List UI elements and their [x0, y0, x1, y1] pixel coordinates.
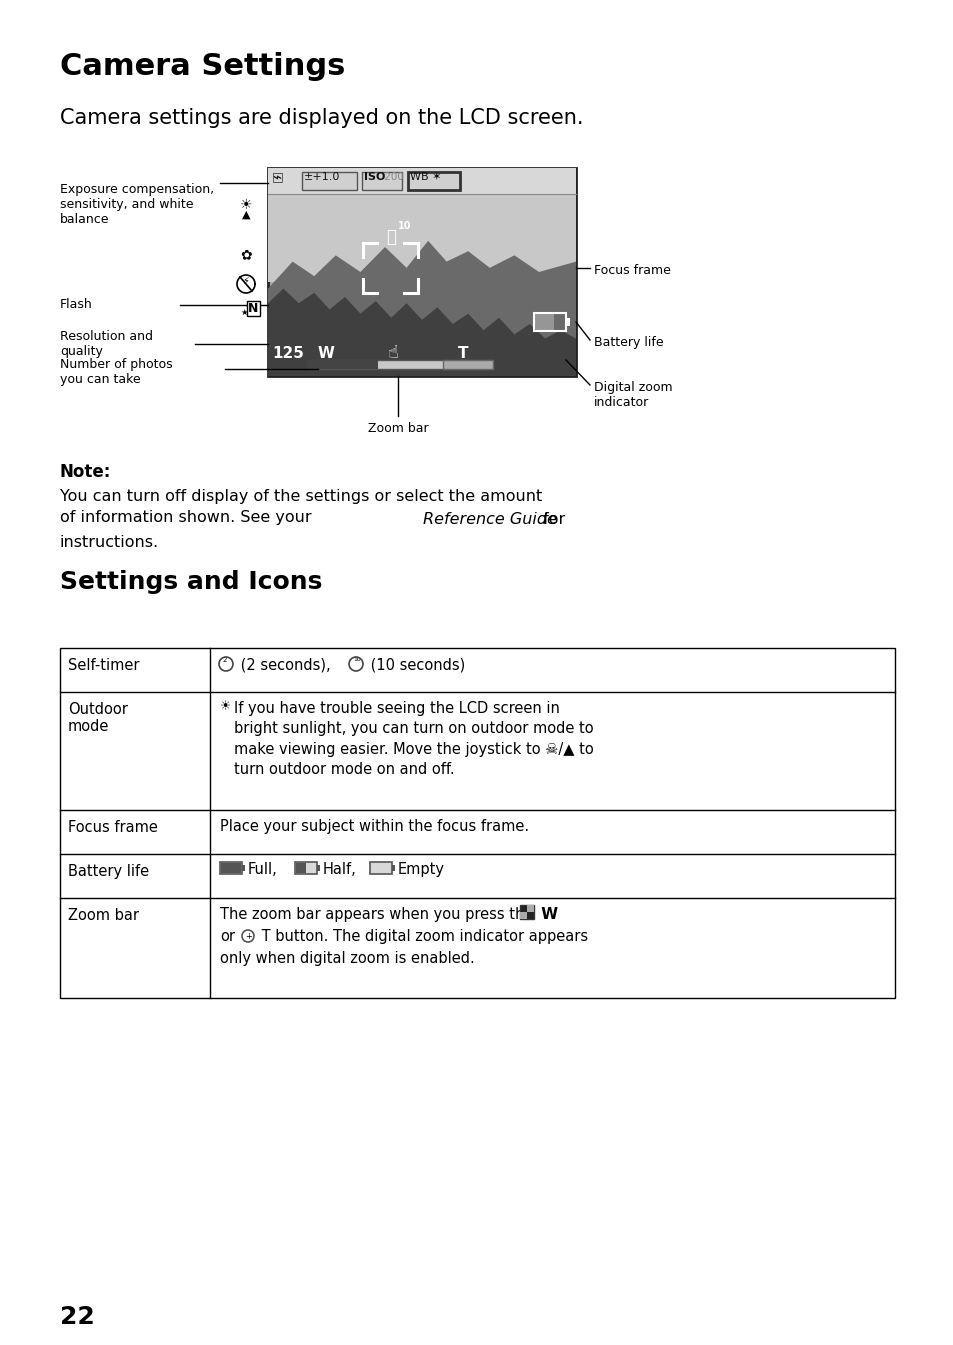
Text: (2 seconds),: (2 seconds),: [235, 656, 331, 672]
Bar: [408, 172, 459, 190]
Text: ✿: ✿: [240, 247, 252, 262]
Text: The zoom bar appears when you press the: The zoom bar appears when you press the: [220, 907, 533, 923]
Bar: [60, 648, 894, 998]
Text: Outdoor
mode: Outdoor mode: [68, 702, 128, 734]
Bar: [268, 168, 576, 377]
Text: Battery life: Battery life: [68, 863, 149, 880]
Text: Self-timer: Self-timer: [68, 658, 139, 672]
Text: ⌁: ⌁: [272, 169, 281, 186]
Bar: [268, 168, 576, 194]
Text: 125: 125: [272, 346, 304, 360]
Text: ☀: ☀: [239, 198, 252, 213]
Text: Number of photos
you can take: Number of photos you can take: [60, 358, 172, 386]
Text: T: T: [457, 346, 468, 360]
Bar: [535, 313, 554, 330]
Text: ⚡: ⚡: [242, 276, 249, 286]
Text: for: for: [537, 512, 565, 527]
Text: WB ✶: WB ✶: [410, 172, 441, 182]
Text: □: □: [272, 169, 283, 183]
Text: Focus frame: Focus frame: [68, 820, 157, 835]
Bar: [302, 172, 356, 190]
Text: Exposure compensation,
sensitivity, and white
balance: Exposure compensation, sensitivity, and …: [60, 183, 213, 226]
Text: ☀: ☀: [220, 699, 231, 713]
Text: Digital zoom
indicator: Digital zoom indicator: [594, 381, 672, 409]
Bar: [220, 862, 242, 874]
Text: If you have trouble seeing the LCD screen in
bright sunlight, you can turn on ou: If you have trouble seeing the LCD scree…: [233, 701, 593, 777]
Text: ±+1.0: ±+1.0: [304, 172, 340, 182]
Bar: [308, 360, 493, 369]
Bar: [519, 912, 526, 919]
Text: ⏱: ⏱: [386, 229, 395, 246]
Text: 2: 2: [223, 656, 227, 663]
Text: W: W: [536, 907, 558, 923]
Polygon shape: [268, 241, 576, 377]
Bar: [442, 360, 493, 369]
Text: ★★: ★★: [240, 308, 254, 317]
Text: N: N: [248, 303, 258, 315]
Text: 10: 10: [397, 221, 411, 231]
Text: Place your subject within the focus frame.: Place your subject within the focus fram…: [220, 819, 529, 834]
Bar: [242, 865, 245, 872]
Text: +: +: [245, 932, 252, 941]
Text: Zoom bar: Zoom bar: [368, 422, 428, 434]
Polygon shape: [268, 289, 576, 377]
Text: ▲: ▲: [241, 210, 250, 221]
Text: W: W: [317, 346, 335, 360]
Text: Empty: Empty: [397, 862, 444, 877]
Text: Resolution and
quality: Resolution and quality: [60, 330, 152, 358]
Bar: [308, 360, 378, 369]
Bar: [316, 865, 319, 872]
Bar: [519, 905, 534, 919]
Text: 10: 10: [353, 656, 360, 662]
Bar: [268, 168, 576, 282]
Bar: [534, 313, 565, 331]
Text: (10 seconds): (10 seconds): [366, 656, 465, 672]
Text: Note:: Note:: [60, 463, 112, 482]
Text: Full,: Full,: [248, 862, 277, 877]
Bar: [294, 862, 316, 874]
Text: Camera settings are displayed on the LCD screen.: Camera settings are displayed on the LCD…: [60, 108, 583, 128]
Text: ☝: ☝: [388, 344, 398, 362]
Bar: [565, 319, 569, 325]
Text: Battery life: Battery life: [594, 336, 663, 348]
Text: Reference Guide: Reference Guide: [422, 512, 557, 527]
Bar: [392, 865, 395, 872]
Text: ISO: ISO: [364, 172, 385, 182]
Text: only when digital zoom is enabled.: only when digital zoom is enabled.: [220, 951, 475, 966]
Bar: [361, 172, 401, 190]
Text: T button. The digital zoom indicator appears: T button. The digital zoom indicator app…: [256, 929, 587, 944]
Text: Flash: Flash: [60, 299, 92, 311]
Text: Camera Settings: Camera Settings: [60, 52, 345, 81]
Text: You can turn off display of the settings or select the amount
of information sho: You can turn off display of the settings…: [60, 490, 541, 525]
Text: instructions.: instructions.: [60, 535, 159, 550]
Text: Settings and Icons: Settings and Icons: [60, 570, 322, 594]
Bar: [295, 863, 306, 873]
Text: 22: 22: [60, 1305, 94, 1329]
Text: 200: 200: [380, 172, 403, 182]
Bar: [221, 863, 241, 873]
Bar: [370, 862, 392, 874]
Text: Half,: Half,: [323, 862, 356, 877]
Bar: [526, 905, 534, 912]
Text: Zoom bar: Zoom bar: [68, 908, 139, 923]
Text: or: or: [220, 929, 234, 944]
Text: Focus frame: Focus frame: [594, 264, 670, 277]
